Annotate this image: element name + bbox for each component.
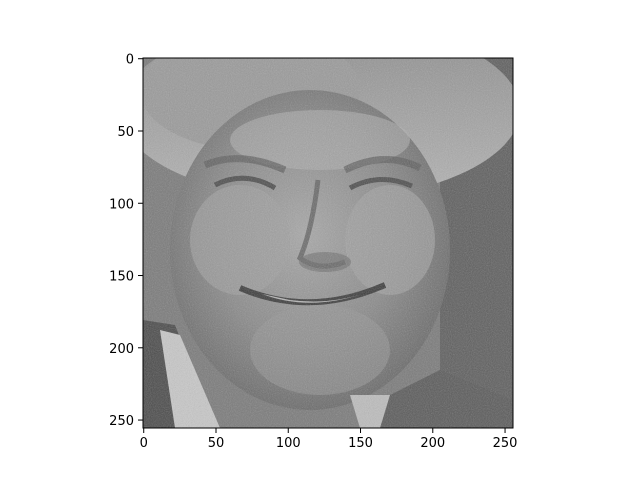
y-axis: 0 50 100 150 200 250 bbox=[109, 53, 143, 429]
y-tick-label: 200 bbox=[109, 342, 134, 357]
x-tick-label: 200 bbox=[420, 436, 445, 451]
face-image bbox=[143, 58, 513, 428]
x-tick-label: 150 bbox=[348, 436, 373, 451]
x-tick-label: 0 bbox=[140, 436, 148, 451]
y-tick-label: 0 bbox=[126, 53, 134, 68]
y-tick-label: 50 bbox=[117, 125, 134, 140]
axes-frame bbox=[142, 57, 514, 429]
y-tick-label: 100 bbox=[109, 197, 134, 212]
y-tick-label: 150 bbox=[109, 270, 134, 285]
x-tick-label: 100 bbox=[276, 436, 301, 451]
x-tick-label: 50 bbox=[208, 436, 225, 451]
x-axis: 0 50 100 150 200 250 bbox=[140, 428, 518, 451]
y-tick-label: 250 bbox=[109, 414, 134, 429]
x-tick-label: 250 bbox=[493, 436, 518, 451]
